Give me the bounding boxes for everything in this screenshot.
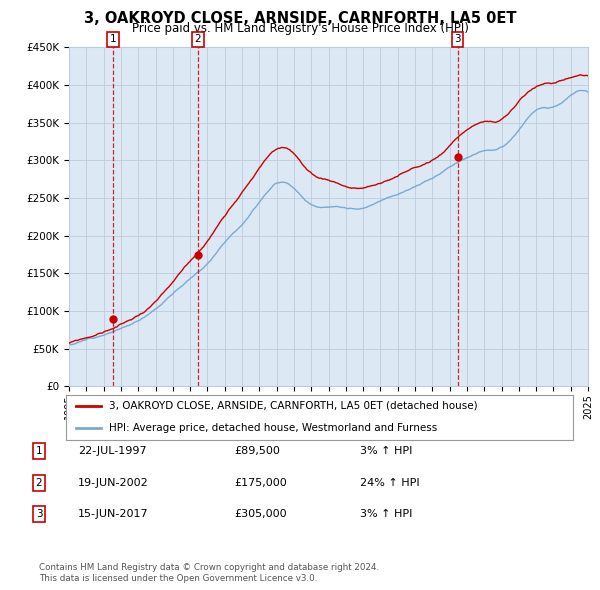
Text: 3, OAKROYD CLOSE, ARNSIDE, CARNFORTH, LA5 0ET (detached house): 3, OAKROYD CLOSE, ARNSIDE, CARNFORTH, LA… (109, 401, 478, 411)
Text: 2: 2 (195, 34, 202, 44)
Text: 2: 2 (35, 478, 43, 487)
Text: 3: 3 (35, 509, 43, 519)
Text: 15-JUN-2017: 15-JUN-2017 (78, 509, 149, 519)
Text: HPI: Average price, detached house, Westmorland and Furness: HPI: Average price, detached house, West… (109, 424, 437, 434)
Text: 3: 3 (454, 34, 461, 44)
Text: Contains HM Land Registry data © Crown copyright and database right 2024.: Contains HM Land Registry data © Crown c… (39, 563, 379, 572)
Text: 3, OAKROYD CLOSE, ARNSIDE, CARNFORTH, LA5 0ET: 3, OAKROYD CLOSE, ARNSIDE, CARNFORTH, LA… (84, 11, 516, 25)
Text: 1: 1 (35, 447, 43, 456)
Text: £175,000: £175,000 (234, 478, 287, 487)
Text: £89,500: £89,500 (234, 447, 280, 456)
Text: 22-JUL-1997: 22-JUL-1997 (78, 447, 146, 456)
Text: 3% ↑ HPI: 3% ↑ HPI (360, 509, 412, 519)
Text: 24% ↑ HPI: 24% ↑ HPI (360, 478, 419, 487)
Text: £305,000: £305,000 (234, 509, 287, 519)
Text: 1: 1 (110, 34, 116, 44)
Text: This data is licensed under the Open Government Licence v3.0.: This data is licensed under the Open Gov… (39, 574, 317, 583)
Text: 3% ↑ HPI: 3% ↑ HPI (360, 447, 412, 456)
Text: 19-JUN-2002: 19-JUN-2002 (78, 478, 149, 487)
Text: Price paid vs. HM Land Registry's House Price Index (HPI): Price paid vs. HM Land Registry's House … (131, 22, 469, 35)
